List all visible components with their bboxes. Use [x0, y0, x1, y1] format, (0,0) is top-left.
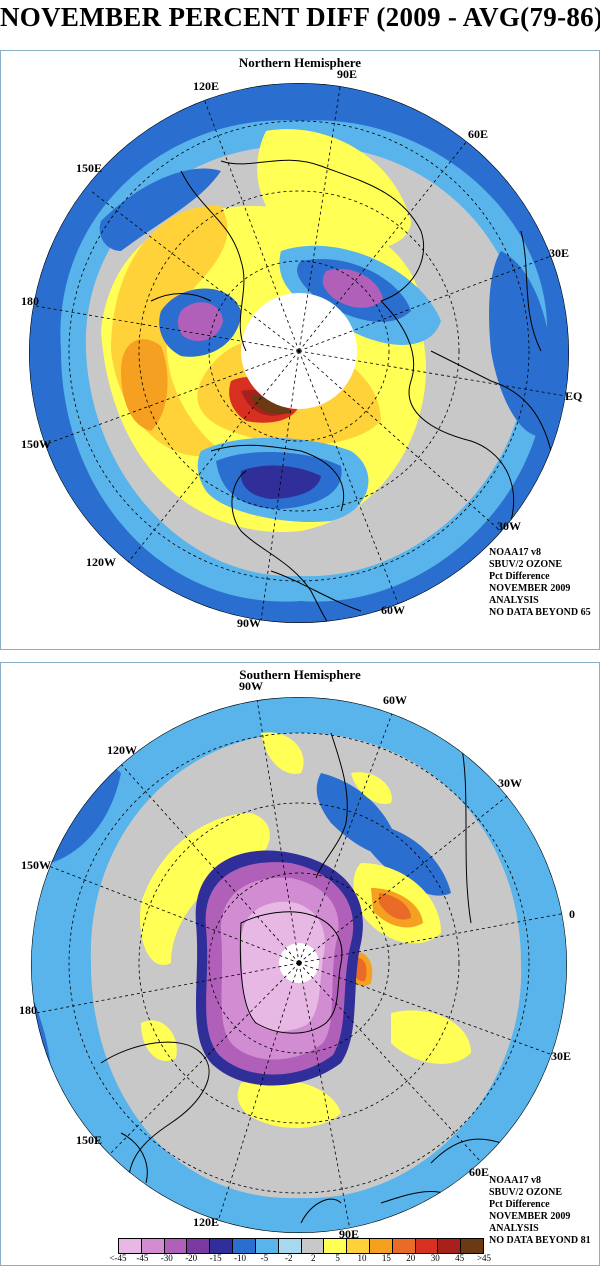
nh-orange-deep — [121, 339, 168, 431]
legend-label: -2 — [285, 1253, 293, 1263]
legend-swatch — [438, 1239, 462, 1253]
legend-label: 20 — [406, 1253, 416, 1263]
legend-label: -30 — [160, 1253, 173, 1263]
sh-info-line: Pct Difference — [489, 1199, 550, 1210]
legend-label: 5 — [335, 1253, 340, 1263]
sh-label-120w: 120W — [107, 743, 137, 757]
sh-yellow-top2 — [351, 772, 392, 804]
nh-info-line: Pct Difference — [489, 571, 550, 582]
nh-label-60e: 60E — [468, 127, 489, 141]
sh-info-line: SBUV/2 OZONE — [489, 1187, 563, 1198]
sh-label-90w: 90W — [239, 679, 263, 693]
southern-hemisphere-title: Southern Hemisphere — [239, 667, 361, 682]
sh-label-150w: 150W — [21, 858, 51, 872]
legend-label: 2 — [310, 1253, 316, 1263]
sh-label-150e: 150E — [76, 1133, 103, 1147]
legend-label: -45 — [136, 1253, 149, 1263]
legend-swatch — [255, 1239, 279, 1253]
sh-label-30w: 30W — [498, 776, 522, 790]
southern-hemisphere-map — [31, 697, 567, 1233]
legend-label: 15 — [381, 1253, 391, 1263]
legend-label: 45 — [455, 1253, 465, 1263]
nh-label-eq: EQ — [565, 389, 583, 403]
legend-label: -5 — [260, 1253, 269, 1263]
sh-label-90e: 90E — [339, 1227, 360, 1241]
sh-yellow-right2 — [391, 1010, 471, 1064]
nh-label-120e: 120E — [193, 79, 220, 93]
nh-info-line: NOVEMBER 2009 — [489, 583, 571, 594]
sh-yellow-bottom — [237, 1079, 341, 1128]
nh-info-line: SBUV/2 OZONE — [489, 559, 563, 570]
southern-hemisphere-panel: Southern Hemisphere — [0, 662, 600, 1266]
sh-coastlines — [100, 732, 502, 1224]
sh-gridlines — [35, 697, 567, 1233]
sh-yellow-top — [261, 732, 304, 774]
legend-swatch — [233, 1239, 256, 1253]
legend-label: 30 — [430, 1253, 440, 1263]
legend-swatch — [461, 1239, 483, 1253]
nh-label-150w: 150W — [21, 437, 51, 451]
legend-swatch — [141, 1239, 165, 1253]
nh-purple-right — [322, 268, 383, 308]
legend-label: -15 — [209, 1253, 222, 1263]
sh-label-60e: 60E — [469, 1165, 490, 1179]
legend-swatch — [415, 1239, 439, 1253]
nh-purple-left — [177, 302, 223, 341]
sh-label-30e: 30E — [551, 1049, 572, 1063]
legend-label: <-45 — [109, 1253, 127, 1263]
legend-swatch — [369, 1239, 393, 1253]
sh-blue-right-mid — [359, 823, 451, 896]
sh-red-right — [379, 893, 411, 920]
nh-label-180: 180 — [21, 294, 39, 308]
nh-label-30e: 30E — [549, 246, 570, 260]
page-title: NOVEMBER PERCENT DIFF (2009 - AVG(79-86)… — [0, 2, 600, 32]
nh-brown-core — [251, 395, 291, 415]
nh-label-90w: 90W — [237, 616, 261, 630]
sh-info-line: ANALYSIS — [489, 1223, 539, 1234]
legend-swatch — [119, 1239, 142, 1253]
nh-info-line: NOAA17 v8 — [489, 547, 541, 558]
legend-swatch — [324, 1239, 348, 1253]
nh-info-line: ANALYSIS — [489, 595, 539, 606]
sh-label-60w: 60W — [383, 693, 407, 707]
nh-info-line: NO DATA BEYOND 65 — [489, 607, 591, 618]
color-legend-labels: <-45 -45 -30 -20 -15 -10 -5 -2 2 5 10 15 20 30 45 >45 — [106, 1253, 496, 1265]
nh-label-60w: 60W — [381, 603, 405, 617]
legend-swatch — [392, 1239, 416, 1253]
legend-swatch — [347, 1239, 370, 1253]
sh-label-180: 180 — [19, 1003, 37, 1017]
sh-label-0: 0 — [569, 907, 575, 921]
nh-label-30w: 30W — [497, 519, 521, 533]
nh-blue-top-left — [99, 168, 221, 251]
sh-label-120e: 120E — [193, 1215, 220, 1229]
sh-info-line: NO DATA BEYOND 81 — [489, 1235, 591, 1246]
sh-info-line: NOAA17 v8 — [489, 1175, 541, 1186]
sh-info-block: NOAA17 v8 SBUV/2 OZONE Pct Difference NO… — [489, 1175, 591, 1247]
legend-swatch — [278, 1239, 302, 1253]
nh-yellow-top — [257, 129, 411, 252]
nh-label-90e: 90E — [337, 67, 358, 81]
color-legend — [118, 1238, 484, 1254]
nh-info-block: NOAA17 v8 SBUV/2 OZONE Pct Difference NO… — [489, 547, 591, 619]
northern-hemisphere-map — [29, 83, 569, 623]
nh-gridlines — [35, 83, 567, 622]
legend-swatch — [301, 1239, 325, 1253]
sh-info-line: NOVEMBER 2009 — [489, 1211, 571, 1222]
legend-swatch — [210, 1239, 234, 1253]
legend-label: -10 — [234, 1253, 246, 1263]
legend-swatch — [187, 1239, 211, 1253]
northern-hemisphere-panel: Northern Hemisphere — [0, 50, 600, 650]
northern-hemisphere-title: Northern Hemisphere — [238, 55, 362, 70]
legend-label: >45 — [476, 1253, 492, 1263]
nh-blue-right-edge — [489, 251, 554, 437]
nh-label-150e: 150E — [76, 161, 103, 175]
legend-label: -20 — [185, 1253, 198, 1263]
legend-swatch — [164, 1239, 188, 1253]
nh-label-120w: 120W — [86, 555, 116, 569]
legend-label: 10 — [357, 1253, 367, 1263]
nh-coastlines — [150, 159, 552, 623]
